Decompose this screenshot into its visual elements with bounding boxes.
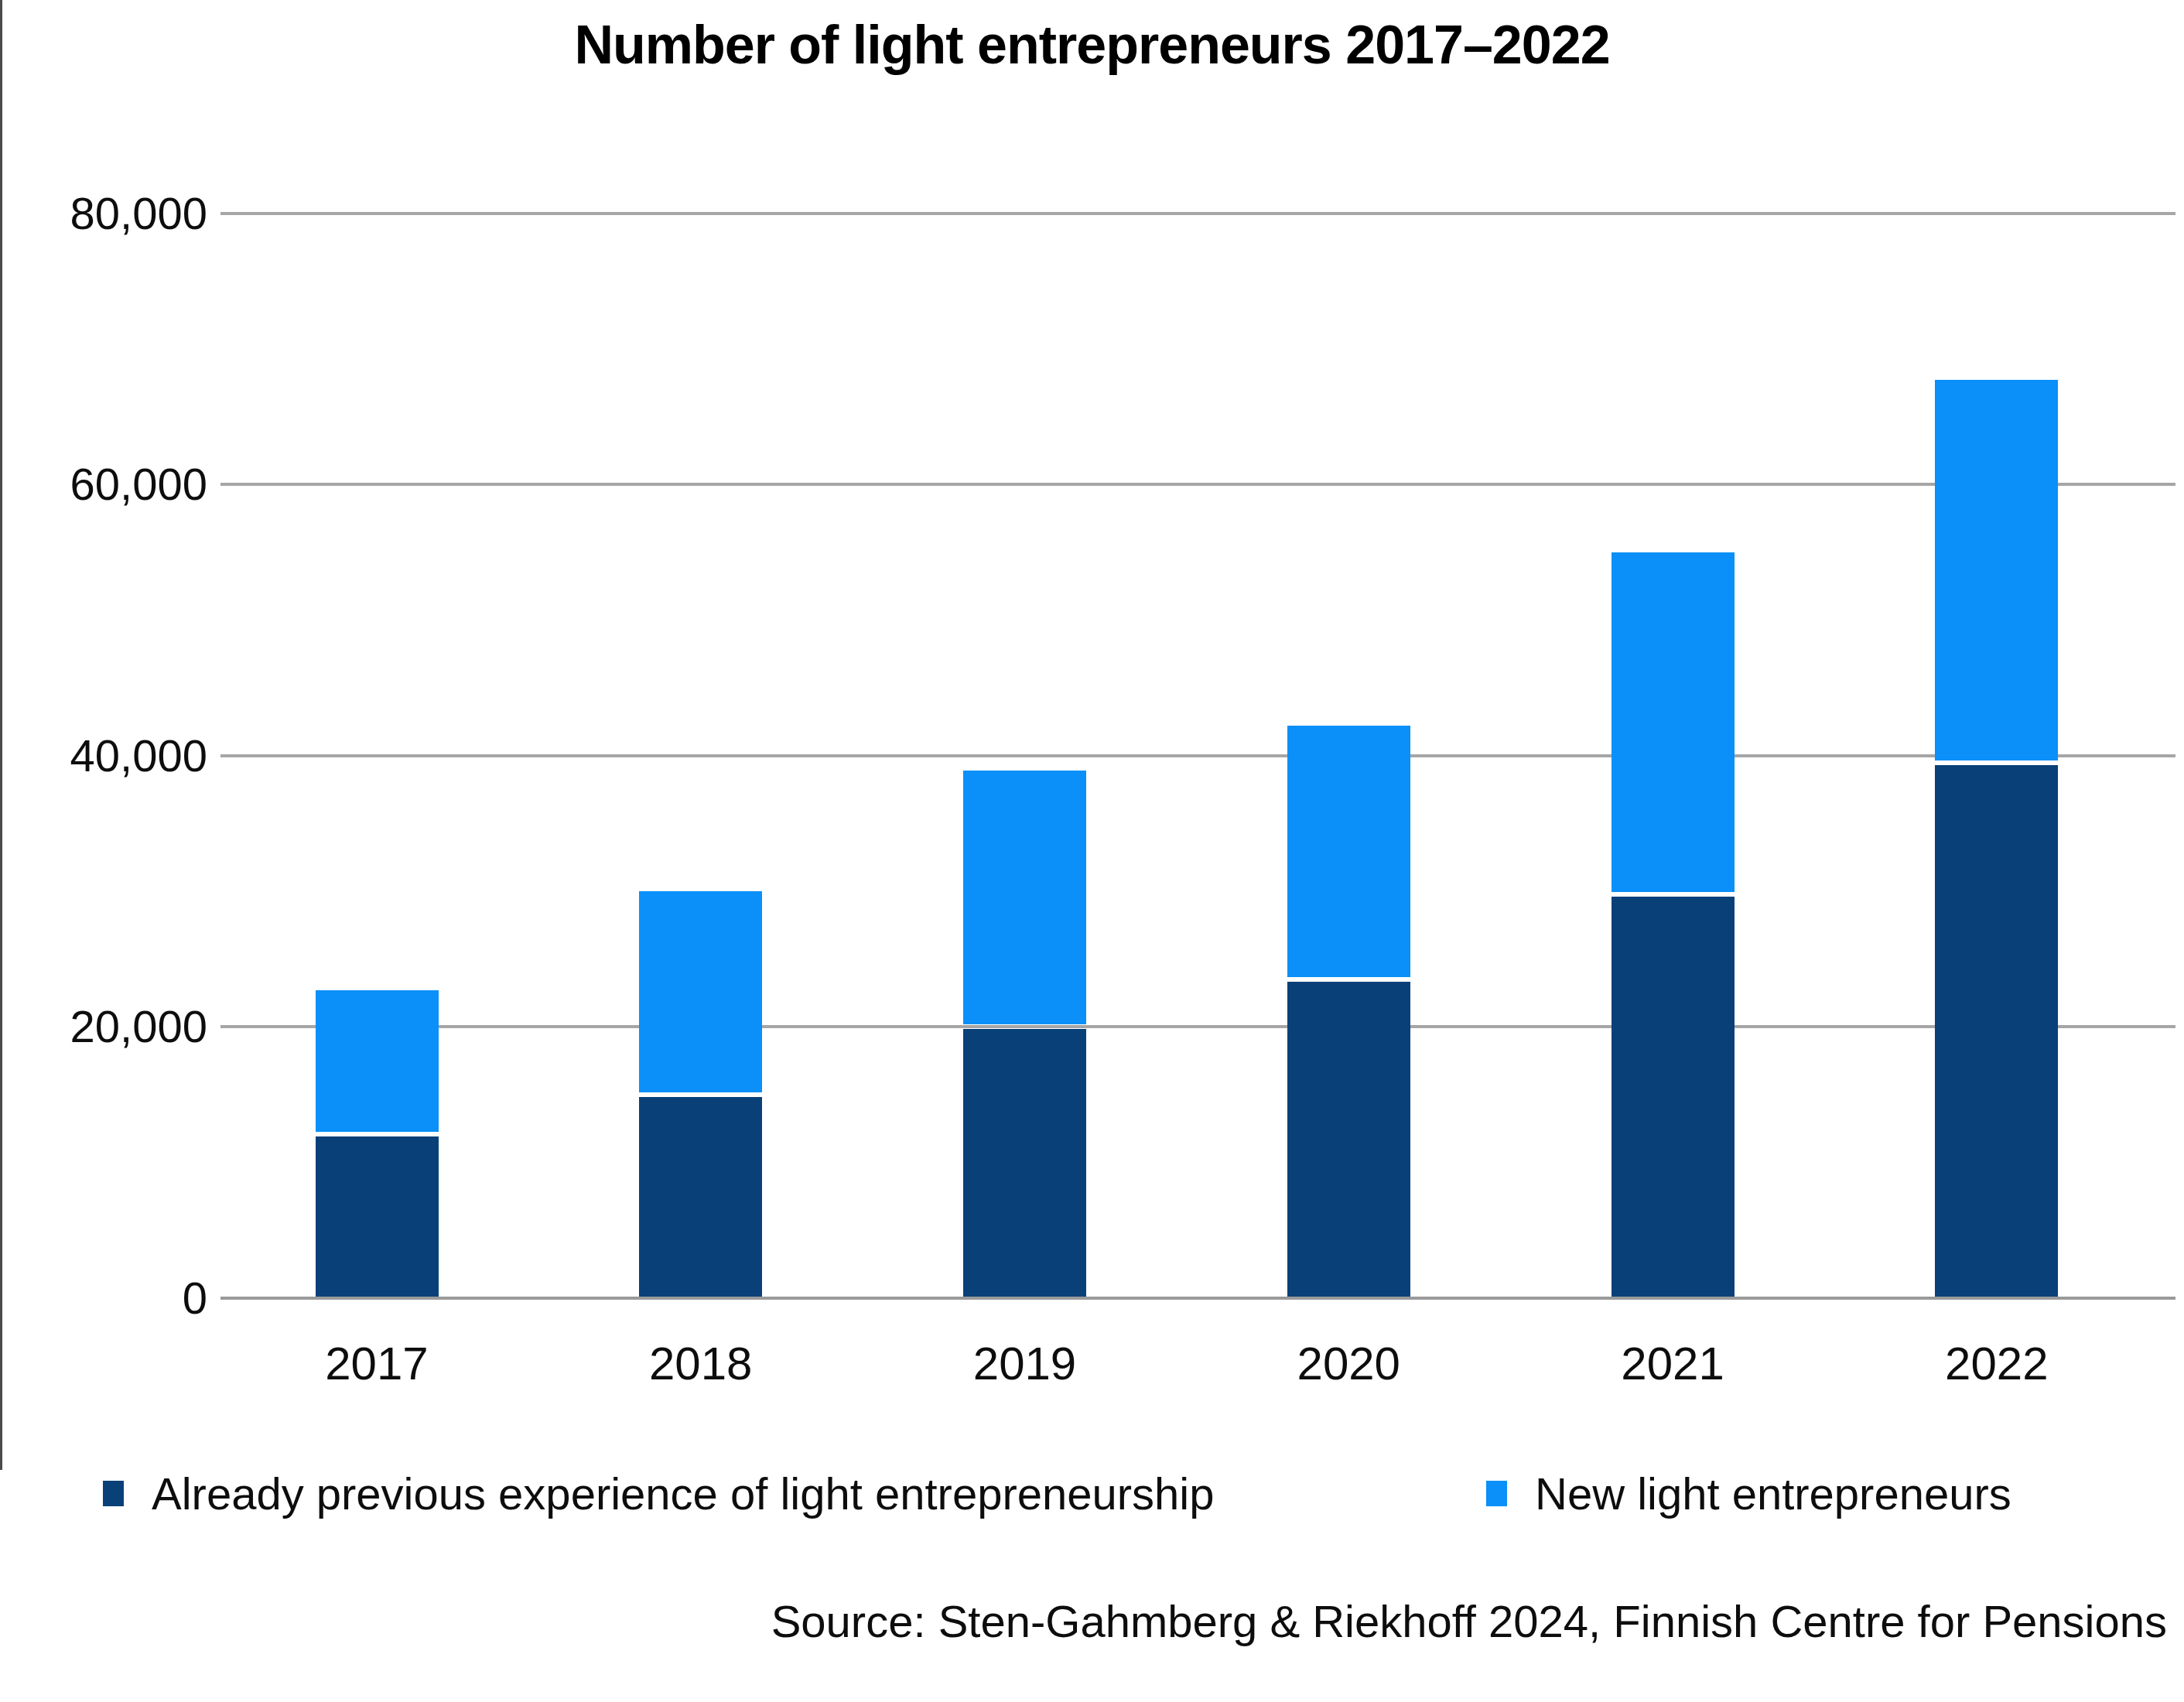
bar-segment-already-previous-2018	[639, 1097, 762, 1297]
legend-swatch-already-previous	[103, 1481, 124, 1506]
bar-segment-already-previous-2021	[1612, 897, 1735, 1297]
x-tick-label-2019: 2019	[901, 1337, 1149, 1391]
x-tick-label-2021: 2021	[1549, 1337, 1796, 1391]
y-gridline	[220, 754, 2175, 757]
x-tick-label-2022: 2022	[1873, 1337, 2121, 1391]
bar-segment-new-2017	[316, 990, 439, 1132]
y-gridline	[220, 483, 2175, 486]
chart-figure: Number of light entrepreneurs 2017–2022 …	[0, 0, 2184, 1702]
bar-segment-already-previous-2019	[963, 1029, 1086, 1297]
legend-swatch-new-entrepreneurs	[1486, 1481, 1507, 1506]
y-tick-label: 40,000	[0, 728, 207, 784]
source-attribution: Source: Sten-Gahmberg & Riekhoff 2024, F…	[771, 1595, 2167, 1647]
legend-item-already-previous: Already previous experience of light ent…	[103, 1468, 1214, 1518]
y-tick-label: 20,000	[0, 999, 207, 1054]
y-tick-label: 60,000	[0, 456, 207, 512]
y-gridline	[220, 212, 2175, 215]
y-gridline	[220, 1025, 2175, 1028]
legend-item-new-entrepreneurs: New light entrepreneurs	[1486, 1468, 2011, 1518]
x-axis-line	[220, 1297, 2175, 1300]
x-tick-label-2018: 2018	[577, 1337, 825, 1391]
plot-area: 0 20,000 40,000 60,000 80,000 2017 2018 2019 202…	[0, 0, 2184, 1702]
bar-segment-new-2022	[1935, 380, 2058, 760]
legend-label-already-previous: Already previous experience of light ent…	[152, 1468, 1214, 1519]
bar-segment-already-previous-2022	[1935, 765, 2058, 1297]
y-tick-label: 80,000	[0, 186, 207, 241]
bar-segment-new-2019	[963, 771, 1086, 1024]
y-tick-label: 0	[0, 1270, 207, 1326]
bar-segment-already-previous-2020	[1287, 982, 1410, 1297]
legend-label-new-entrepreneurs: New light entrepreneurs	[1535, 1468, 2011, 1519]
x-tick-label-2020: 2020	[1225, 1337, 1472, 1391]
bar-segment-new-2018	[639, 891, 762, 1092]
x-tick-label-2017: 2017	[253, 1337, 501, 1391]
bar-segment-new-2020	[1287, 726, 1410, 977]
bar-segment-already-previous-2017	[316, 1136, 439, 1297]
bar-segment-new-2021	[1612, 552, 1735, 892]
